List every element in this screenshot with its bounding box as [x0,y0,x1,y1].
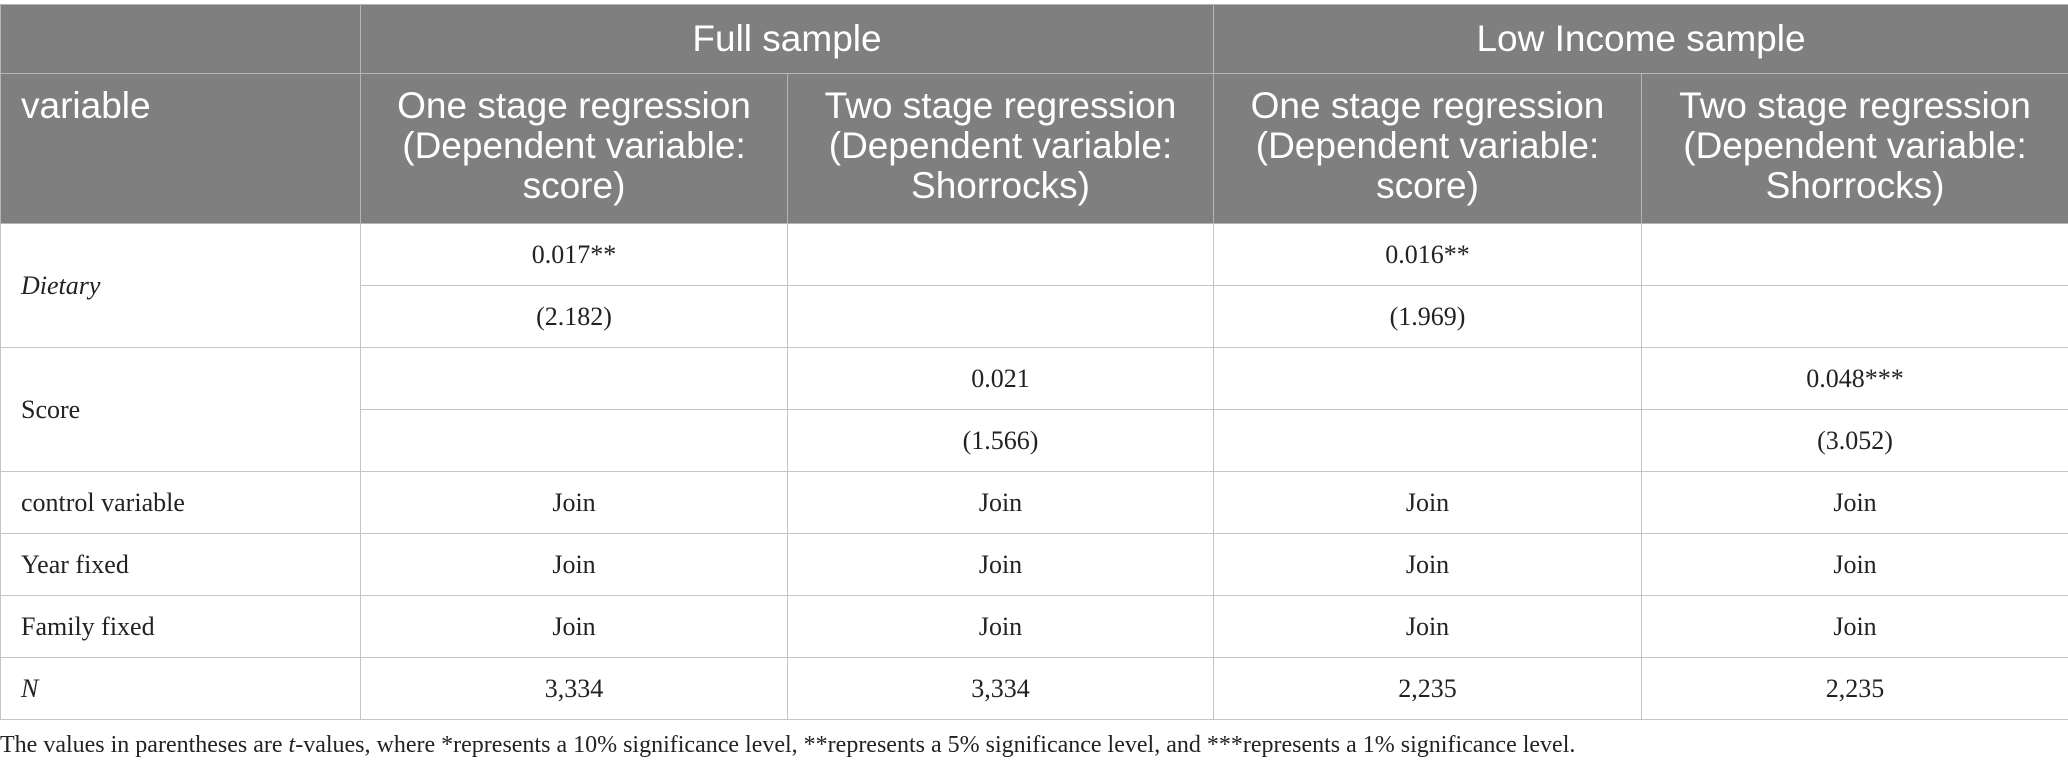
results-table: Full sample Low Income sample variable O… [0,4,2068,720]
group-header: Low Income sample [1212,4,2068,74]
footnote-text: -values, where *represents a 10% signifi… [295,732,1576,758]
table-cell [787,285,1214,348]
column-header: One stage regression (Dependent variable… [1213,73,1642,224]
table-cell: 2,235 [1640,657,2068,720]
group-header: Full sample [360,4,1214,74]
row-label: control variable [0,471,361,534]
row-label: Score [0,347,361,472]
row-label: Year fixed [0,533,361,596]
variable-header: variable [0,73,361,224]
table-cell: 0.017** [360,223,788,286]
table-cell: 0.048*** [1640,347,2068,410]
table-cell: Join [1640,595,2068,658]
table-cell: Join [360,533,788,596]
table-cell: (2.182) [360,285,788,348]
table-cell: Join [360,471,788,534]
table-cell: (3.052) [1640,409,2068,472]
blank-cell [0,4,361,74]
table-row: Year fixed Join Join Join Join [0,533,2068,596]
footnote-italic: t [288,732,296,758]
table-cell [1640,223,2068,286]
table-cell: 3,334 [360,657,788,720]
column-header: One stage regression (Dependent variable… [360,73,788,224]
table-cell: Join [1640,533,2068,596]
row-label: N [0,657,361,720]
footnote: The values in parentheses are t-values, … [0,732,1575,759]
table-cell: Join [1213,595,1642,658]
table-cell: 0.021 [787,347,1214,410]
table-row: Family fixed Join Join Join Join [0,595,2068,658]
table-cell [360,409,788,472]
table-row: control variable Join Join Join Join [0,471,2068,534]
table-cell: 0.016** [1213,223,1642,286]
column-header: Two stage regression (Dependent variable… [1640,73,2068,224]
table-row: Dietary 0.017** 0.016** [0,223,2068,348]
table-cell: 3,334 [787,657,1214,720]
table-cell: (1.969) [1213,285,1642,348]
row-label: Dietary [0,223,361,348]
table-cell [360,347,788,410]
table-row: N 3,334 3,334 2,235 2,235 [0,657,2068,720]
table-cell: Join [1640,471,2068,534]
table-cell [1213,409,1642,472]
table-cell [787,223,1214,286]
table-cell: Join [787,595,1214,658]
table-cell: Join [1213,471,1642,534]
column-row: variable One stage regression (Dependent… [0,73,2068,224]
table-cell: Join [787,471,1214,534]
table-cell: Join [787,533,1214,596]
table-cell: Join [360,595,788,658]
table-body: Dietary 0.017** 0.016** (2.182) (1.969) Score… [0,223,2068,720]
row-label: Family fixed [0,595,361,658]
table-cell: 2,235 [1213,657,1642,720]
table-cell [1640,285,2068,348]
table-row: (1.566) (3.052) [1,409,2068,472]
footnote-text: The values in parentheses are [0,732,289,758]
table-cell: Join [1213,533,1642,596]
table-cell [1213,347,1642,410]
column-header: Two stage regression (Dependent variable… [787,73,1214,224]
table-cell: (1.566) [787,409,1214,472]
table-row: Score 0.021 0.048*** [0,347,2068,472]
group-row: Full sample Low Income sample [0,4,2068,74]
